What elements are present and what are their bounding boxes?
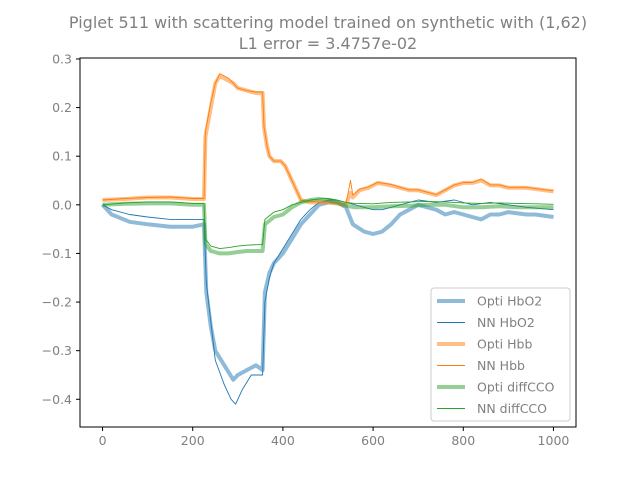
series-layer (101, 73, 554, 405)
y-tick-label: −0.2 (42, 295, 72, 310)
x-axis: 0 200 400 600 800 1000 (99, 427, 570, 448)
x-tick-label: 0 (99, 433, 107, 448)
legend: Opti HbO2 NN HbO2 Opti Hbb NN Hbb Opti diffC… (430, 287, 571, 422)
legend-label: NN HbO2 (477, 315, 535, 330)
x-tick-label: 200 (181, 433, 205, 448)
chart-subtitle: L1 error = 3.4757e-02 (239, 34, 417, 53)
series-line-1 (102, 199, 554, 405)
legend-box (430, 287, 571, 422)
x-tick-label: 1000 (538, 433, 570, 448)
legend-label: NN Hbb (477, 358, 525, 373)
y-tick-label: 0.0 (52, 197, 72, 212)
legend-label: Opti HbO2 (477, 294, 542, 309)
chart-title: Piglet 511 with scattering model trained… (69, 13, 587, 32)
legend-label: Opti Hbb (477, 337, 532, 352)
y-tick-label: 0.2 (52, 100, 72, 115)
series-line-3 (102, 73, 554, 205)
x-tick-label: 800 (451, 433, 475, 448)
series-line-2 (102, 74, 554, 207)
y-tick-label: −0.1 (42, 246, 72, 261)
y-tick-label: −0.3 (42, 343, 72, 358)
x-tick-label: 400 (271, 433, 295, 448)
x-tick-label: 600 (361, 433, 385, 448)
legend-label: Opti diffCCO (477, 380, 555, 395)
legend-label: NN diffCCO (477, 401, 547, 416)
y-tick-label: 0.3 (52, 51, 72, 66)
plot-frame (79, 57, 577, 428)
y-axis: 0.3 0.2 0.1 0.0 −0.1 −0.2 −0.3 −0.4 (42, 51, 80, 407)
y-tick-label: −0.4 (42, 392, 72, 407)
series-line-5 (102, 198, 554, 250)
y-tick-label: 0.1 (52, 149, 72, 164)
